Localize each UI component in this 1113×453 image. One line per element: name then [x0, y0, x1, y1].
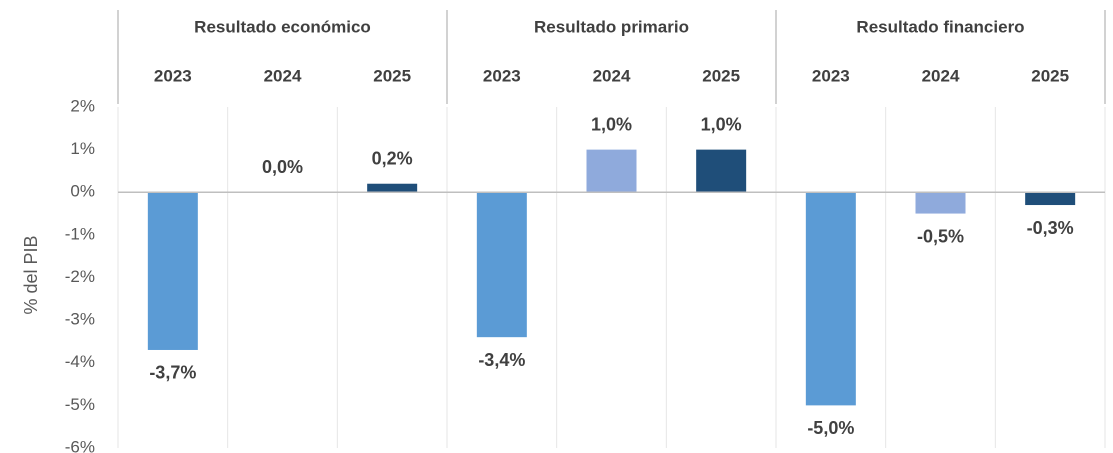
data-label: 0,2% — [372, 148, 413, 168]
x-tick-label: 2023 — [812, 66, 850, 85]
data-label: 1,0% — [701, 114, 742, 134]
x-tick-label: 2024 — [264, 66, 302, 85]
x-tick-label: 2023 — [483, 66, 521, 85]
data-label: -0,5% — [917, 226, 964, 246]
bar — [476, 192, 527, 338]
y-axis-label: % del PIB — [21, 235, 41, 314]
y-tick-label: -4% — [65, 352, 95, 371]
x-tick-label: 2025 — [373, 66, 411, 85]
data-label: -0,3% — [1027, 218, 1074, 238]
bar — [915, 192, 966, 214]
y-tick-label: -2% — [65, 267, 95, 286]
x-tick-label: 2025 — [702, 66, 740, 85]
data-label: 1,0% — [591, 114, 632, 134]
group-label: Resultado financiero — [856, 17, 1024, 36]
y-tick-label: -1% — [65, 224, 95, 243]
group-label: Resultado primario — [534, 17, 689, 36]
y-tick-label: -6% — [65, 437, 95, 453]
bar — [367, 183, 418, 193]
data-label: -5,0% — [807, 418, 854, 438]
y-tick-label: 1% — [70, 139, 95, 158]
group-label: Resultado económico — [194, 17, 371, 36]
y-tick-label: -3% — [65, 310, 95, 329]
x-tick-label: 2024 — [922, 66, 960, 85]
bar — [696, 149, 747, 193]
y-tick-label: -5% — [65, 395, 95, 414]
data-label: 0,0% — [262, 157, 303, 177]
bar — [805, 192, 856, 406]
data-label: -3,4% — [478, 350, 525, 370]
x-tick-label: 2025 — [1031, 66, 1069, 85]
x-tick-label: 2023 — [154, 66, 192, 85]
x-tick-label: 2024 — [593, 66, 631, 85]
bar — [147, 192, 198, 350]
data-label: -3,7% — [149, 363, 196, 383]
y-tick-label: 0% — [70, 182, 95, 201]
bar — [1025, 192, 1076, 206]
bar — [586, 149, 637, 193]
y-tick-label: 2% — [70, 96, 95, 115]
